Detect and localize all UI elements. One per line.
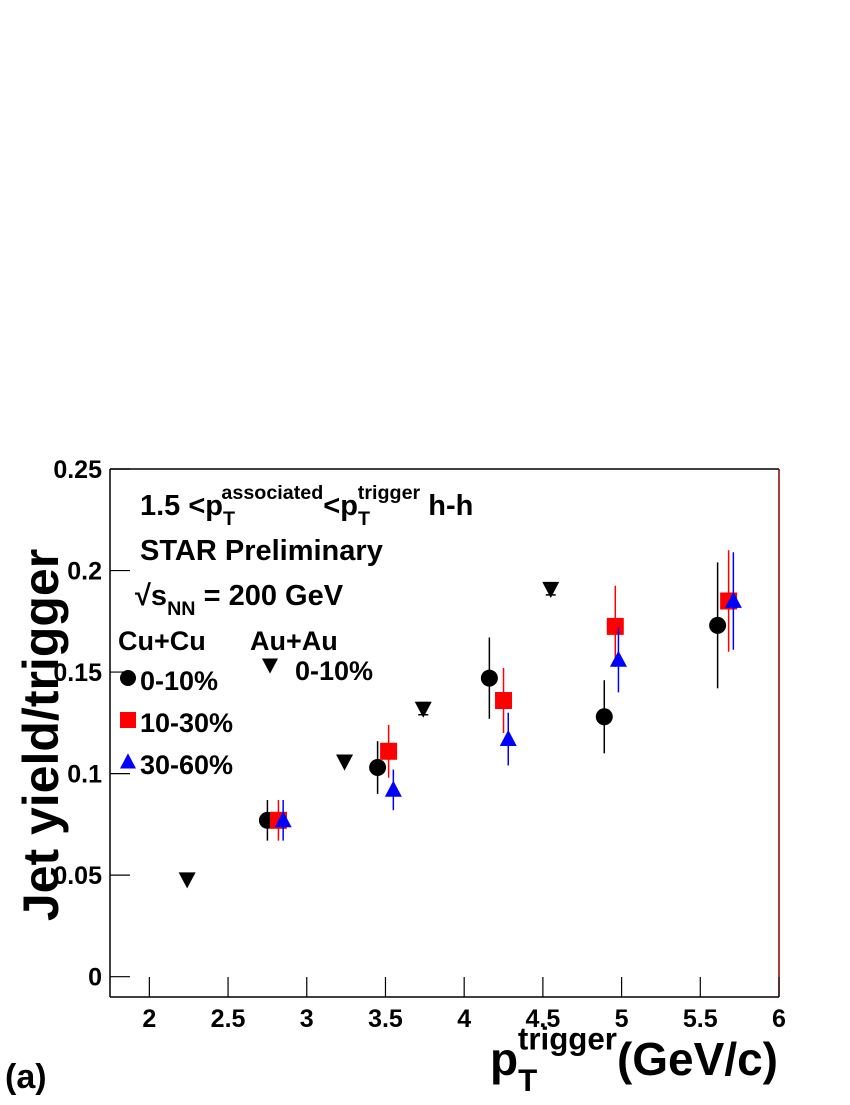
data-point <box>336 754 354 771</box>
data-point <box>724 591 742 608</box>
legend-label: 0-10% <box>140 666 218 696</box>
data-point <box>178 872 196 889</box>
x-tick-label: 3.5 <box>368 1005 403 1033</box>
data-point <box>369 759 387 777</box>
data-point <box>709 616 727 634</box>
y-tick-label: 0.1 <box>67 761 102 789</box>
y-tick-label: 0.15 <box>53 659 102 687</box>
legend-label: 30-60% <box>140 750 233 780</box>
text-segment: <p <box>323 490 358 522</box>
x-tick-label: 4.5 <box>525 1005 560 1033</box>
data-point <box>595 708 613 726</box>
text-segment: s <box>151 580 167 612</box>
legend-group: Cu+Cu <box>118 626 206 656</box>
legend-marker <box>120 712 136 728</box>
x-tick-label: 5 <box>615 1005 629 1033</box>
legend-group: Au+Au <box>250 626 338 656</box>
legend-label: 0-10% <box>295 656 373 686</box>
legend-marker <box>120 670 136 686</box>
text-segment: √ <box>135 580 151 612</box>
y-axis-label: Jet yield/trigger <box>13 549 69 921</box>
x-axis-label: pTtrigger(GeV/c) <box>490 1022 778 1098</box>
text-segment: p <box>490 1033 518 1085</box>
y-tick-label: 0.05 <box>53 862 102 890</box>
text-segment: NN <box>167 598 195 620</box>
text-segment: 1.5 <p <box>140 490 223 522</box>
data-point <box>495 692 513 710</box>
data-point <box>414 701 432 718</box>
text-segment: = 200 GeV <box>196 580 344 612</box>
y-tick-label: 0 <box>88 964 102 992</box>
data-point <box>380 742 398 760</box>
x-tick-label: 5.5 <box>683 1005 718 1033</box>
x-tick-label: 6 <box>772 1005 786 1033</box>
text-segment: (GeV/c) <box>617 1033 778 1085</box>
annotation: √sNN = 200 GeV <box>135 580 344 620</box>
text-segment: T <box>358 508 370 530</box>
x-tick-label: 3 <box>300 1005 314 1033</box>
text-segment: trigger <box>358 482 421 504</box>
x-tick-label: 2 <box>142 1005 156 1033</box>
y-tick-label: 0.25 <box>53 456 102 484</box>
x-tick-label: 4 <box>457 1005 471 1033</box>
annotation: STAR Preliminary <box>140 535 383 567</box>
text-segment: STAR Preliminary <box>140 535 383 567</box>
data-point <box>274 811 292 828</box>
data-point <box>499 729 517 746</box>
legend-marker <box>262 658 278 674</box>
panel-label: (a) <box>5 1058 47 1096</box>
legend-label: 10-30% <box>140 708 233 738</box>
text-segment: h-h <box>420 490 473 522</box>
data-point <box>609 650 627 667</box>
data-point <box>542 581 560 598</box>
data-point <box>606 617 624 635</box>
text-segment: associated <box>221 482 323 504</box>
y-tick-label: 0.2 <box>67 558 102 586</box>
text-segment: T <box>518 1063 537 1098</box>
annotation: 1.5 <pTassociated<pTtrigger h-h <box>140 482 473 530</box>
data-point <box>480 669 498 687</box>
data-point <box>384 780 402 797</box>
legend-marker <box>120 753 136 769</box>
text-segment: trigger <box>518 1022 617 1057</box>
x-tick-label: 2.5 <box>211 1005 246 1033</box>
text-segment: T <box>223 508 235 530</box>
